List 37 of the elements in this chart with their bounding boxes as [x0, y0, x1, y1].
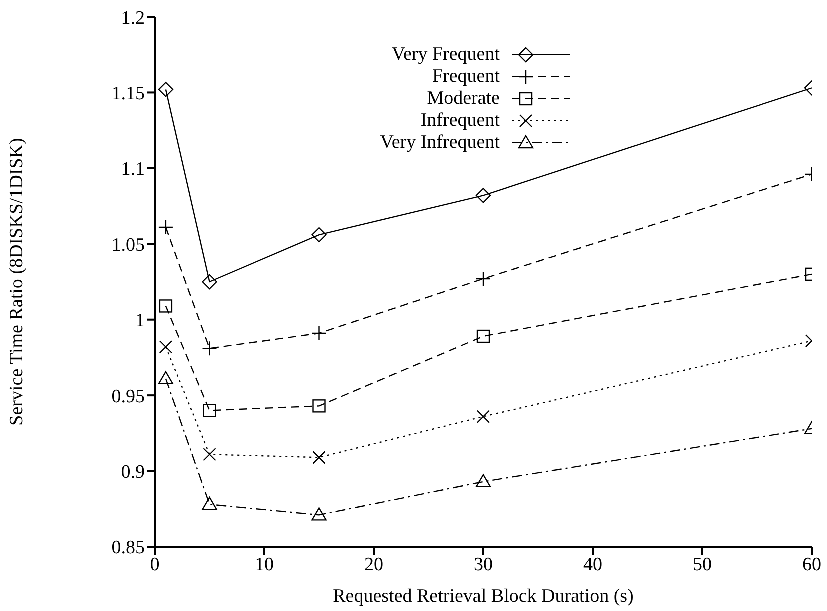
point — [159, 340, 173, 354]
point — [203, 448, 216, 462]
y-tick-label: 1.15 — [112, 83, 145, 104]
point — [312, 508, 327, 521]
point — [203, 404, 216, 418]
point — [312, 400, 326, 413]
y-tick-label: 1.1 — [121, 159, 145, 180]
legend-label: Moderate — [427, 88, 500, 110]
x-tick-label: 60 — [802, 554, 822, 576]
x-tick-label: 30 — [474, 554, 493, 576]
point — [202, 274, 218, 290]
point — [158, 220, 174, 236]
x-tick-label: 40 — [584, 554, 602, 576]
point — [312, 451, 326, 464]
point — [159, 300, 173, 313]
legend-label: Frequent — [432, 66, 500, 88]
x-tick-label: 50 — [693, 554, 712, 576]
point — [158, 371, 174, 385]
x-tick-label: 0 — [150, 554, 160, 576]
x-axis-title: Requested Retrieval Block Duration (s) — [333, 586, 634, 607]
y-axis-title: Service Time Ratio (8DISKS/1DISK) — [6, 138, 28, 426]
x-tick-label: 20 — [364, 554, 384, 576]
legend-label: Very Frequent — [392, 44, 500, 66]
point — [312, 227, 327, 243]
y-tick-label: 0.85 — [112, 538, 145, 559]
y-tick-label: 1.2 — [121, 8, 145, 29]
y-tick-label: 1 — [136, 310, 145, 332]
point — [202, 497, 218, 510]
point — [312, 326, 327, 342]
point — [158, 82, 174, 98]
x-tick-label: 10 — [255, 554, 274, 576]
y-tick-label: 0.9 — [121, 462, 145, 484]
legend-label: Infrequent — [420, 110, 500, 132]
legend-label: Very Infrequent — [380, 132, 500, 154]
y-tick-label: 0.95 — [112, 386, 145, 408]
y-tick-label: 1.05 — [112, 234, 145, 256]
point — [202, 341, 218, 356]
